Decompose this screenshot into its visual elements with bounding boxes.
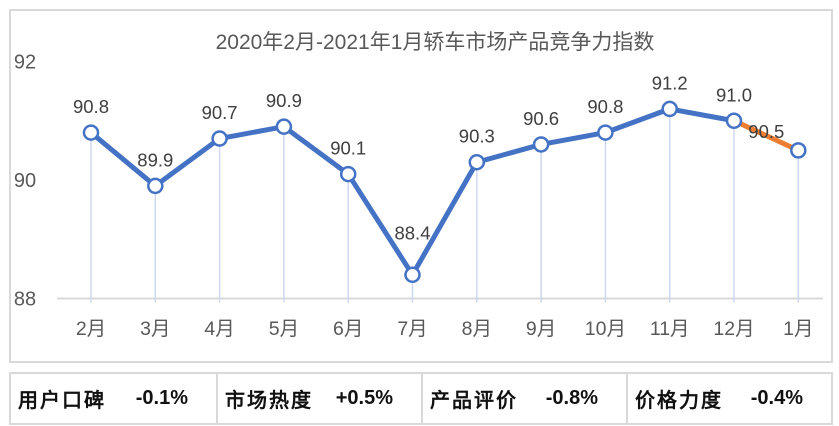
- data-point-marker: [790, 142, 807, 159]
- x-tick-label: 3月: [140, 318, 170, 340]
- x-tick-label: 6月: [333, 318, 363, 340]
- x-tick-label: 4月: [204, 318, 234, 340]
- data-point-marker: [147, 177, 164, 195]
- data-point-markers: [82, 100, 807, 284]
- x-tick-label: 9月: [526, 318, 556, 340]
- data-point-marker: [275, 118, 293, 135]
- stat-label: 价格力度: [635, 390, 723, 412]
- value-label: 90.3: [459, 126, 495, 147]
- stat-label: 用户口碑: [18, 390, 106, 412]
- stat-cell-user-reputation: 用户口碑 -0.1%: [11, 374, 216, 423]
- x-tick-label: 10月: [585, 318, 626, 340]
- x-tick-label: 1月: [783, 318, 813, 340]
- stat-value: -0.1%: [135, 387, 188, 409]
- line-series: [89, 106, 800, 278]
- data-point-marker: [82, 124, 100, 141]
- stat-value: -0.8%: [545, 387, 598, 409]
- data-point-marker: [339, 165, 357, 183]
- x-tick-label: 5月: [269, 318, 299, 340]
- value-label: 90.8: [587, 96, 623, 117]
- value-label: 90.8: [73, 96, 109, 117]
- series-line-last-segment: [732, 118, 800, 153]
- value-label: 88.4: [394, 222, 430, 243]
- chart-title-text: 2020年2月-2021年1月轿车市场产品竞争力指数: [216, 31, 655, 54]
- value-label: 91.0: [716, 84, 752, 105]
- competitiveness-line-chart: 2020年2月-2021年1月轿车市场产品竞争力指数 88 90 92 90.8 89.9…: [14, 31, 823, 340]
- data-point-marker: [597, 124, 614, 141]
- data-point-marker: [211, 130, 228, 147]
- drop-lines: [90, 108, 800, 303]
- data-point-marker: [661, 100, 678, 118]
- value-label: 90.9: [266, 90, 302, 111]
- stat-value: +0.5%: [335, 387, 393, 409]
- value-label: 90.7: [202, 102, 238, 123]
- data-point-marker: [532, 136, 550, 153]
- stats-bar: 用户口碑 -0.1% 市场热度 +0.5% 产品评价 -0.8% 价格力度 -0…: [9, 372, 833, 425]
- stat-cell-price-strength: 价格力度 -0.4%: [626, 374, 831, 423]
- stat-label: 产品评价: [430, 390, 518, 412]
- value-label: 90.5: [748, 121, 784, 142]
- value-label: 91.2: [652, 72, 688, 93]
- x-tick-label: 11月: [650, 318, 690, 340]
- x-tick-label: 12月: [713, 318, 754, 340]
- chart-panel: 2020年2月-2021年1月轿车市场产品竞争力指数 88 90 92 90.8 89.9…: [9, 9, 833, 363]
- stat-value: -0.4%: [750, 387, 803, 409]
- value-label: 89.9: [137, 149, 173, 170]
- x-tick-label: 7月: [397, 318, 427, 340]
- x-axis-labels: 2月 3月 4月 5月 6月 7月 8月 9月 10月 11月 12月 1月: [76, 318, 814, 340]
- data-point-marker: [404, 266, 421, 284]
- data-point-marker: [468, 153, 486, 171]
- value-labels: 90.8 89.9 90.7 90.9 90.1 88.4 90.3 90.6 90.8 91.2…: [73, 72, 784, 243]
- stat-label: 市场热度: [225, 390, 313, 412]
- data-point-marker: [725, 112, 743, 129]
- chart-title: 2020年2月-2021年1月轿车市场产品竞争力指数: [216, 31, 655, 54]
- y-tick-label: 90: [14, 170, 36, 192]
- stat-cell-market-heat: 市场热度 +0.5%: [216, 374, 421, 423]
- x-tick-label: 2月: [76, 318, 106, 340]
- value-label: 90.6: [523, 108, 559, 129]
- stat-cell-product-rating: 产品评价 -0.8%: [421, 374, 626, 423]
- x-tick-label: 8月: [462, 318, 492, 340]
- y-tick-label: 88: [14, 289, 36, 311]
- value-label: 90.1: [330, 138, 366, 159]
- y-tick-label: 92: [14, 52, 36, 74]
- series-line-main: [89, 106, 735, 278]
- y-axis-labels: 88 90 92: [14, 52, 36, 311]
